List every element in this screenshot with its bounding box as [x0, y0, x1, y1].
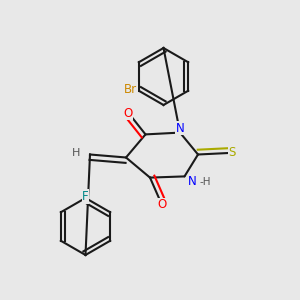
Text: O: O: [158, 198, 166, 211]
Text: -H: -H: [200, 177, 211, 187]
Text: N: N: [188, 175, 196, 188]
Text: N: N: [176, 122, 184, 135]
Text: S: S: [229, 146, 236, 160]
Text: H: H: [72, 148, 81, 158]
Text: Br: Br: [124, 83, 137, 96]
Text: O: O: [123, 106, 132, 120]
Text: F: F: [82, 190, 89, 203]
